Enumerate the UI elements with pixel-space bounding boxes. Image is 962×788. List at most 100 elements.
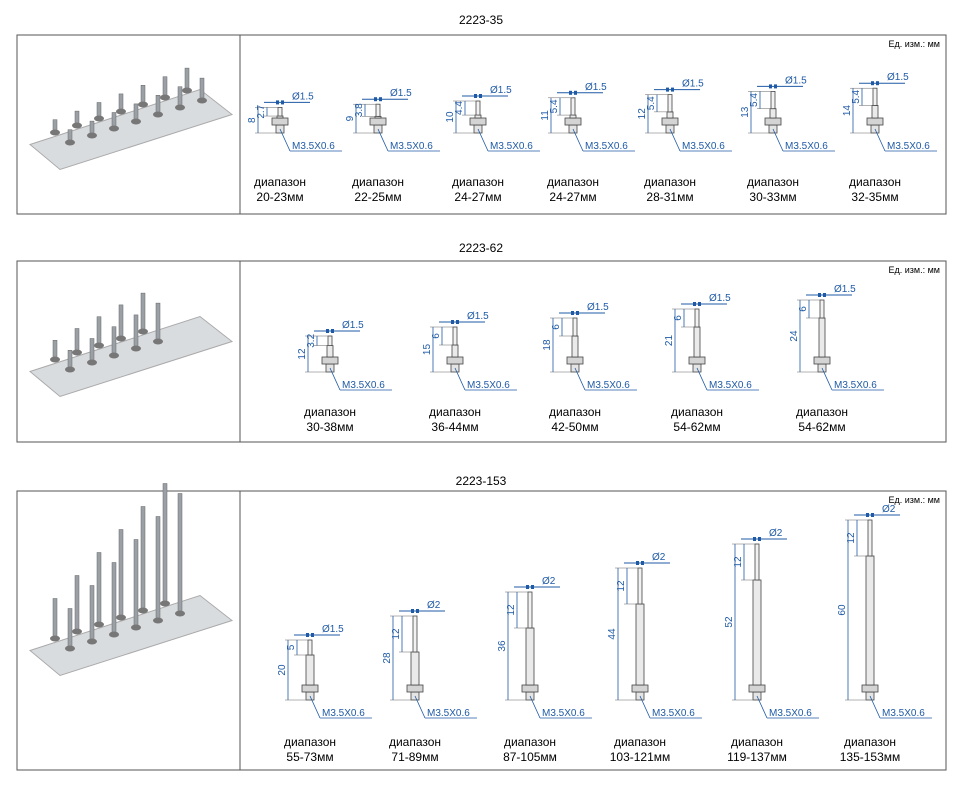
plate — [28, 315, 234, 398]
section-title: 2223-62 — [459, 241, 503, 255]
tip-label: 5.4 — [646, 96, 657, 110]
length-label: 52 — [724, 616, 735, 628]
thread-label: M3.5X0.6 — [322, 708, 365, 719]
diameter-arrow — [698, 302, 701, 306]
thread-label: M3.5X0.6 — [769, 708, 812, 719]
tip — [527, 591, 533, 629]
thread-label: M3.5X0.6 — [490, 141, 533, 152]
tip — [327, 335, 333, 347]
photo-nut — [50, 129, 60, 136]
shaft — [451, 344, 459, 358]
range-value: 42-50мм — [551, 420, 598, 434]
thread-label: M3.5X0.6 — [292, 141, 335, 152]
photo-nut — [160, 600, 170, 607]
tip-label: 2.7 — [256, 104, 267, 118]
diameter-arrow — [474, 94, 477, 98]
shaft — [569, 114, 577, 119]
photo-nut — [138, 101, 148, 108]
tip-label: 5.4 — [549, 99, 560, 113]
range-value: 24-27мм — [454, 190, 501, 204]
thread-leader — [696, 367, 708, 391]
nut — [301, 684, 319, 693]
tip-label: 6 — [673, 315, 684, 321]
nut — [748, 684, 766, 693]
diameter-label: Ø1.5 — [587, 302, 609, 313]
photo-pin — [155, 516, 161, 621]
thread-leader — [572, 128, 584, 152]
photo-nut — [109, 352, 119, 359]
diameter-arrow — [871, 513, 874, 517]
photo-nut — [131, 624, 141, 631]
diameter-label: Ø1.5 — [322, 624, 344, 635]
thread-label: M3.5X0.6 — [709, 380, 752, 391]
diameter-arrow — [753, 537, 756, 541]
length-label: 44 — [607, 628, 618, 640]
photo-nut — [109, 631, 119, 638]
nut — [369, 117, 387, 126]
diameter-label: Ø1.5 — [709, 293, 731, 304]
diameter-label: Ø1.5 — [390, 88, 412, 99]
photo-pin — [111, 326, 117, 356]
nut — [764, 117, 782, 126]
diameter-arrow — [456, 320, 459, 324]
tip-label: 12 — [391, 628, 402, 640]
nut — [631, 684, 649, 693]
length-label: 60 — [837, 604, 848, 616]
diameter-label: Ø1.5 — [834, 284, 856, 295]
length-label: 12 — [637, 108, 648, 120]
tip — [770, 91, 776, 110]
range-value: 54-62мм — [798, 420, 845, 434]
photo-nut — [65, 645, 75, 652]
length-label: 21 — [664, 335, 675, 347]
range-label: диапазон — [504, 735, 556, 749]
tip — [452, 326, 458, 346]
photo-pin — [67, 608, 73, 649]
range-label: диапазон — [671, 405, 723, 419]
diameter-arrow — [416, 609, 419, 613]
photo-nut — [94, 115, 104, 122]
tip — [867, 519, 873, 557]
shaft — [525, 627, 535, 686]
thread-label: M3.5X0.6 — [342, 380, 385, 391]
diameter-arrow — [871, 81, 874, 86]
tip-label: 6 — [551, 324, 562, 330]
photo-nut — [197, 97, 207, 104]
length-label: 24 — [789, 330, 800, 342]
photo-nut — [175, 104, 185, 111]
photo-nut — [160, 94, 170, 101]
tip-label: 5.4 — [749, 93, 760, 107]
photo-pin — [118, 304, 124, 339]
thread-leader — [329, 367, 341, 391]
diameter-arrow — [374, 97, 377, 102]
shaft — [666, 111, 674, 119]
range-value: 135-153мм — [840, 750, 901, 764]
photo-pin — [199, 77, 205, 101]
shaft — [305, 654, 315, 686]
thread-label: M3.5X0.6 — [652, 708, 695, 719]
photo-nut — [116, 108, 126, 115]
range-label: диапазон — [389, 735, 441, 749]
photo-nut — [138, 328, 148, 335]
photo-nut — [153, 338, 163, 345]
tip — [475, 100, 481, 116]
length-label: 8 — [247, 117, 258, 123]
plate — [28, 594, 234, 677]
diameter-arrow — [571, 311, 574, 315]
diameter-arrow — [641, 561, 644, 565]
thread-leader — [477, 128, 489, 152]
diameter-arrow — [769, 84, 772, 89]
diameter-label: Ø2 — [652, 552, 666, 563]
photo-nut — [131, 118, 141, 125]
tip — [412, 615, 418, 653]
diameter-arrow — [666, 87, 669, 92]
diameter-label: Ø2 — [769, 528, 783, 539]
photo-nut — [109, 125, 119, 132]
product-photo — [28, 483, 234, 677]
